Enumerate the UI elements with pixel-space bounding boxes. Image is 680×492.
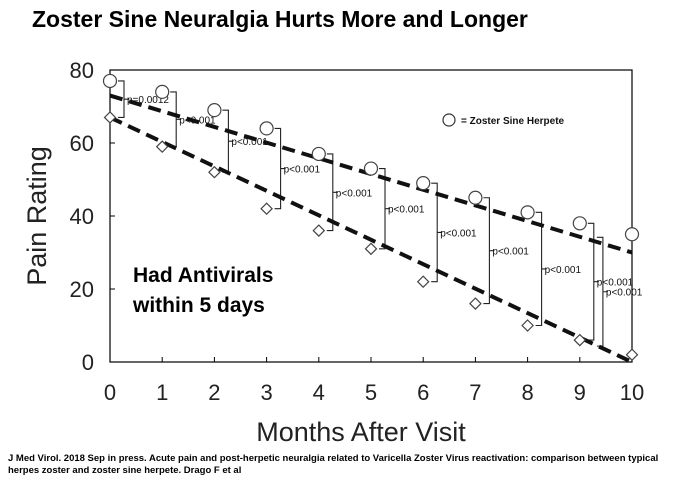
p-value-label: p<0.001: [440, 228, 477, 239]
x-tick-label: 4: [313, 380, 325, 405]
diamond-point: [103, 111, 117, 124]
p-value-label: p<0.001: [284, 165, 321, 176]
legend: = Zoster Sine Herpete: [442, 113, 565, 127]
x-tick-label: 7: [469, 380, 481, 405]
x-tick-label: 0: [104, 380, 116, 405]
x-tick-label: 2: [208, 380, 220, 405]
y-tick-label: 80: [70, 58, 94, 83]
p-value-label: p=0.0012: [127, 95, 169, 106]
p-value-bracket: [118, 80, 129, 118]
circle-point: [520, 205, 535, 220]
legend-circle-marker: [442, 113, 456, 127]
legend-label: = Zoster Sine Herpete: [461, 116, 565, 127]
axes: 0 1 2 3 4 5 6 7 8 9 10 0 20 40 60 80 Months After Visit P…: [22, 58, 644, 447]
circle-point: [624, 227, 640, 242]
diamond-point: [416, 275, 430, 289]
y-axis-label: Pain Rating: [22, 146, 52, 286]
trendlines: [109, 93, 633, 364]
diamond-point: [469, 297, 482, 310]
citation: J Med Virol. 2018 Sep in press. Acute pa…: [8, 453, 659, 476]
diamond-point: [312, 224, 326, 237]
p-value-bracket: [274, 127, 286, 210]
annotation: Had Antivirals within 5 days: [132, 264, 273, 317]
p-value-label: p<0.001: [231, 137, 268, 148]
x-tick-label: 5: [365, 380, 377, 405]
circle-point: [259, 121, 274, 136]
data-marks: [102, 73, 640, 362]
p-value-label: p<0.001: [597, 278, 634, 289]
circle-point: [468, 190, 483, 205]
p-value-label: p<0.001: [606, 288, 643, 299]
y-tick-label: 20: [70, 277, 94, 302]
annotation-line: within 5 days: [132, 294, 265, 317]
x-axis-label: Months After Visit: [256, 417, 466, 447]
diamond-point: [364, 242, 378, 256]
circle-point: [155, 84, 170, 100]
circle-point: [572, 216, 587, 231]
p-value-bracket: [483, 197, 495, 305]
diamond-point: [208, 165, 221, 179]
p-value-label: p<0.001: [545, 265, 582, 276]
p-value-bracket: [326, 153, 338, 232]
diamond-point: [521, 319, 534, 332]
circle-point: [416, 176, 431, 191]
chart-title: Zoster Sine Neuralgia Hurts More and Lon…: [32, 6, 528, 32]
p-value-bracket: [431, 182, 443, 283]
diamond-point: [260, 202, 273, 216]
y-tick-label: 40: [70, 204, 94, 229]
p-value-label: p<0.001: [388, 205, 425, 216]
x-tick-label: 10: [620, 380, 644, 405]
circle-point: [207, 103, 222, 118]
p-value-bracket: [535, 211, 547, 327]
p-value-label: p<0.001: [336, 188, 373, 199]
x-tick-label: 6: [417, 380, 429, 405]
p-value-bracket: [587, 222, 599, 341]
y-tick-label: 60: [70, 131, 94, 156]
p-value-label: p<0.001: [492, 247, 529, 258]
diamond-point: [155, 140, 169, 153]
y-tick-label: 0: [82, 350, 94, 375]
annotation-line: Had Antivirals: [133, 264, 273, 287]
x-tick-label: 1: [156, 380, 168, 405]
diamond-point: [625, 348, 639, 362]
circle-point: [311, 146, 326, 162]
circle-point: [363, 161, 379, 176]
p-value-bracket: [379, 168, 390, 250]
diamond-point: [573, 333, 587, 347]
x-tick-label: 9: [574, 380, 586, 405]
circle-point: [102, 73, 118, 89]
x-tick-label: 3: [260, 380, 272, 405]
trendline: [109, 115, 633, 364]
chart-plot: 0 1 2 3 4 5 6 7 8 9 10 0 20 40 60 80 Months After Visit P…: [22, 58, 644, 447]
x-tick-label: 8: [521, 380, 533, 405]
plot-frame: [109, 69, 633, 363]
